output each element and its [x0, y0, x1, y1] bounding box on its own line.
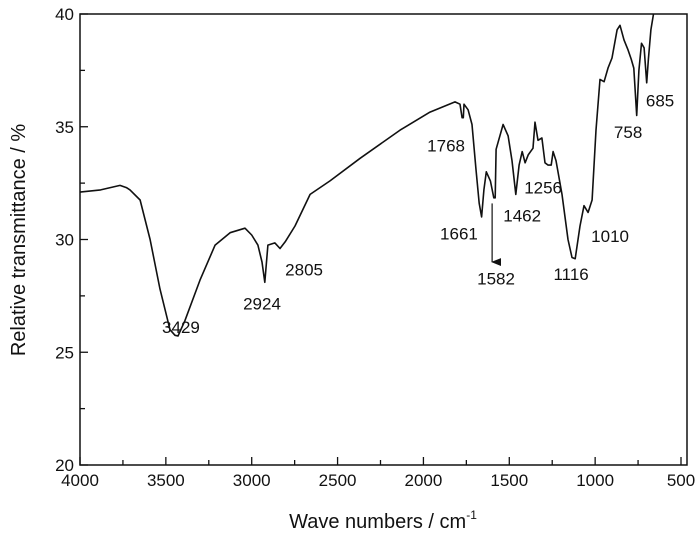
x-tick-label: 1500 [490, 471, 528, 490]
peak-label: 1661 [440, 225, 478, 244]
peak-label: 2805 [285, 261, 323, 280]
x-tick-label: 4000 [61, 471, 99, 490]
x-tick-label: 500 [667, 471, 695, 490]
x-tick-label: 3000 [233, 471, 271, 490]
y-tick-label: 35 [55, 118, 74, 137]
x-tick-label: 2000 [405, 471, 443, 490]
tick-labels: 4000 3500 3000 2500 2000 1500 1000 500 20 25 30 35 4… [55, 5, 695, 490]
peak-label: 1116 [553, 265, 588, 284]
x-tick-label: 2500 [319, 471, 357, 490]
peak-label: 685 [646, 91, 674, 110]
peak-label: 2924 [243, 294, 281, 313]
y-axis-title: Relative transmittance / % [8, 124, 30, 357]
y-tick-label: 20 [55, 456, 74, 475]
spectrum-line [79, 13, 655, 337]
peak-label: 758 [614, 123, 642, 142]
x-axis-title-superscript: -1 [466, 508, 477, 522]
peak-label: 1462 [503, 206, 541, 225]
peak-label: 1768 [427, 137, 465, 156]
axis-ticks [79, 13, 682, 466]
y-tick-label: 25 [55, 343, 74, 362]
peak-label: 1256 [524, 178, 562, 197]
peak-label: 1582 [477, 270, 515, 289]
y-tick-label: 40 [55, 5, 74, 24]
x-axis-title: Wave numbers / cm-1 [289, 508, 477, 533]
x-tick-label: 1000 [576, 471, 614, 490]
y-tick-label: 30 [55, 231, 74, 250]
x-tick-label: 3500 [147, 471, 185, 490]
peak-label: 3429 [162, 318, 200, 337]
peak-label: 1010 [591, 227, 629, 246]
